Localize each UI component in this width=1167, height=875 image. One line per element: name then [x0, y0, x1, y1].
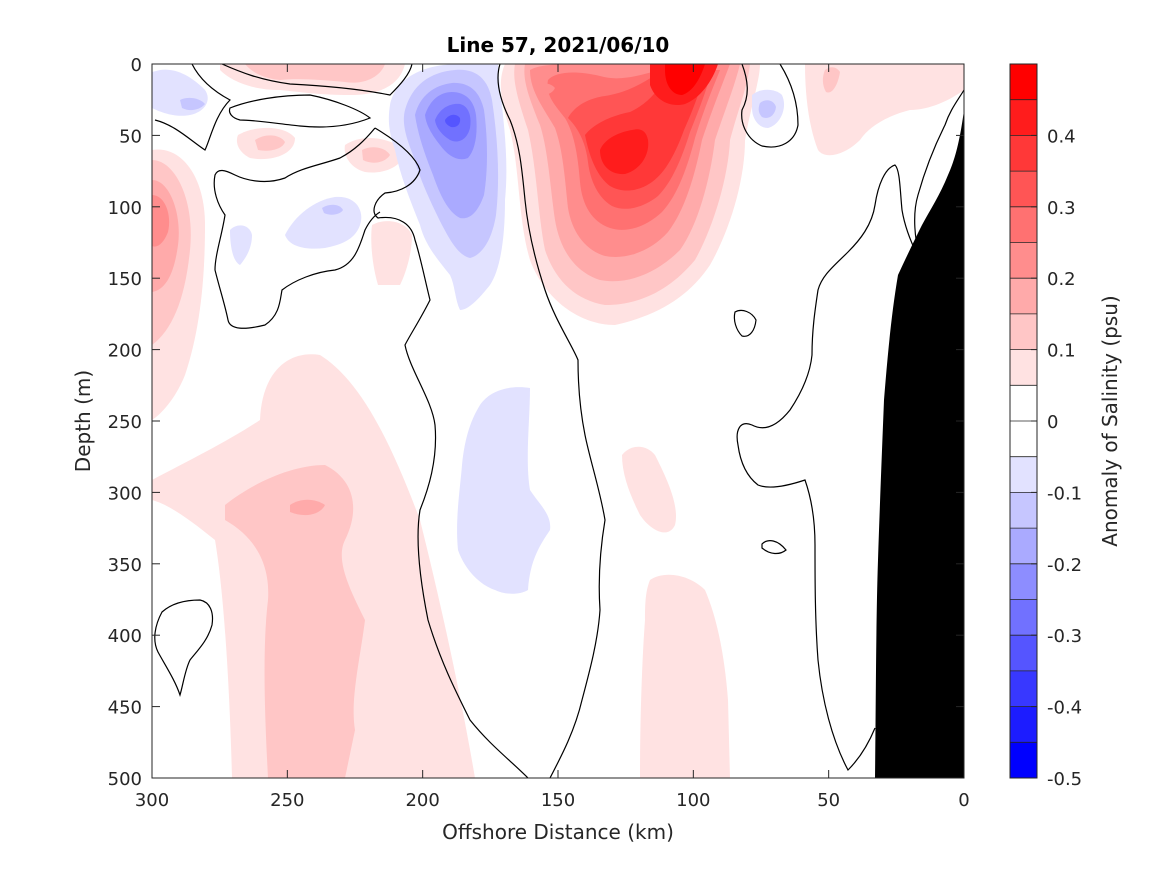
anomaly-region-negative-deep [457, 387, 551, 594]
colorbar-swatch [1010, 242, 1037, 279]
y-tick-label: 100 [108, 198, 142, 219]
y-axis: 0 50 100 150 200 250 300 350 400 450 500 [108, 55, 964, 790]
plot-area: 300 250 200 150 100 50 0 050100150200250300350… [108, 55, 970, 811]
y-tick-label: 450 [108, 698, 142, 719]
colorbar: 0.4 0.3 0.2 0.1 0 -0.1 -0.2 -0.3 -0.4 -0.5 [1009, 63, 1082, 790]
colorbar-tick-label: -0.1 [1047, 483, 1082, 504]
anomaly-region-deep-positive-peak [290, 499, 325, 516]
x-axis-label: Offshore Distance (km) [442, 820, 674, 844]
anomaly-region-surface-positive-b [245, 64, 385, 83]
colorbar-swatch [1010, 349, 1037, 386]
y-tick-label: 350 [108, 555, 142, 576]
y-tick-label: 300 [108, 483, 142, 504]
zero-contour-line [213, 127, 381, 329]
x-tick-label: 50 [817, 790, 840, 811]
colorbar-swatch [1010, 99, 1037, 136]
colorbar-swatch [1010, 421, 1037, 457]
colorbar-swatch [1010, 278, 1037, 314]
colorbar-swatch [1010, 670, 1037, 707]
colorbar-tick-label: 0.4 [1047, 126, 1076, 147]
colorbar-label: Anomaly of Salinity (psu) [1098, 295, 1122, 546]
x-tick-label: 250 [270, 790, 304, 811]
anomaly-region-deep-positive-nearshore [640, 574, 730, 778]
colorbar-swatch [1010, 706, 1037, 743]
bathymetry-shelf [875, 110, 964, 778]
x-tick-label: 300 [135, 790, 169, 811]
colorbar-tick-label: 0.1 [1047, 341, 1076, 362]
colorbar-swatch [1010, 742, 1037, 778]
zero-contour-line [228, 94, 372, 128]
contour-fill-layer [152, 64, 964, 778]
zero-contour-line [154, 64, 231, 151]
colorbar-tick-label: -0.3 [1047, 626, 1082, 647]
anomaly-region-surface-peak-2 [665, 64, 705, 95]
anomaly-region-mid-positive-b-core [362, 147, 390, 163]
y-tick-label: 0 [131, 55, 142, 76]
colorbar-swatch [1010, 528, 1037, 564]
x-axis: 300 250 200 150 100 50 0 [135, 64, 970, 811]
colorbar-swatch [1010, 313, 1037, 350]
colorbar-swatch [1010, 64, 1037, 100]
zero-contour-line [761, 540, 787, 555]
anomaly-region-mid-positive-a-core [255, 135, 285, 151]
colorbar-tick-label: -0.5 [1047, 769, 1082, 790]
anomaly-region-negative-offshore-a-core [180, 97, 205, 111]
colorbar-swatch [1010, 635, 1037, 671]
anomaly-region-mid-positive-c [371, 221, 412, 285]
colorbar-tick-label: 0.2 [1047, 269, 1076, 290]
anomaly-region-coastal-surface-positive-core [822, 67, 840, 93]
y-tick-label: 250 [108, 412, 142, 433]
colorbar-tick-label: -0.2 [1047, 555, 1082, 576]
chart-title: Line 57, 2021/06/10 [447, 33, 670, 57]
x-tick-label: 200 [405, 790, 439, 811]
colorbar-tick-label: -0.4 [1047, 698, 1082, 719]
anomaly-region-negative-upper-6 [445, 114, 461, 128]
anomaly-region-negative-coastal-core [758, 100, 776, 118]
anomaly-region-negative-mid-b [230, 225, 252, 265]
colorbar-swatch [1010, 456, 1037, 493]
colorbar-swatch [1010, 385, 1037, 421]
zero-contour-line [154, 599, 214, 697]
y-tick-label: 200 [108, 341, 142, 362]
anomaly-region-mid-positive-d [622, 446, 676, 533]
y-tick-label: 50 [119, 126, 142, 147]
colorbar-swatch [1010, 599, 1037, 636]
colorbar-tick-label: 0.3 [1047, 198, 1076, 219]
anomaly-region-deep-positive-core [225, 465, 365, 778]
y-tick-label: 500 [108, 769, 142, 790]
zero-contour-layer [154, 64, 964, 778]
zero-contour-line [221, 64, 413, 96]
y-tick-label: 150 [108, 269, 142, 290]
anomaly-region-negative-mid-a-core [322, 204, 343, 215]
zero-contour-line [497, 64, 606, 778]
colorbar-swatch [1010, 492, 1037, 529]
anomaly-region-coastal-surface-positive [805, 64, 964, 156]
colorbar-swatch [1010, 563, 1037, 600]
x-tick-label: 0 [958, 790, 969, 811]
zero-contour-line [741, 64, 799, 148]
x-tick-label: 100 [676, 790, 710, 811]
colorbar-swatch [1010, 206, 1037, 243]
anomaly-region-edge-positive-peak [152, 195, 170, 247]
y-axis-label: Depth (m) [71, 370, 95, 472]
y-tick-label: 400 [108, 626, 142, 647]
zero-contour-line [373, 127, 529, 778]
colorbar-tick-label: 0 [1047, 412, 1058, 433]
colorbar-swatch [1010, 135, 1037, 172]
zero-contour-line [733, 309, 757, 337]
anomaly-region-nearshore-small-positive [535, 83, 555, 95]
x-tick-label: 150 [541, 790, 575, 811]
colorbar-swatch [1010, 171, 1037, 207]
anomaly-region-main-positive-8 [600, 129, 649, 175]
